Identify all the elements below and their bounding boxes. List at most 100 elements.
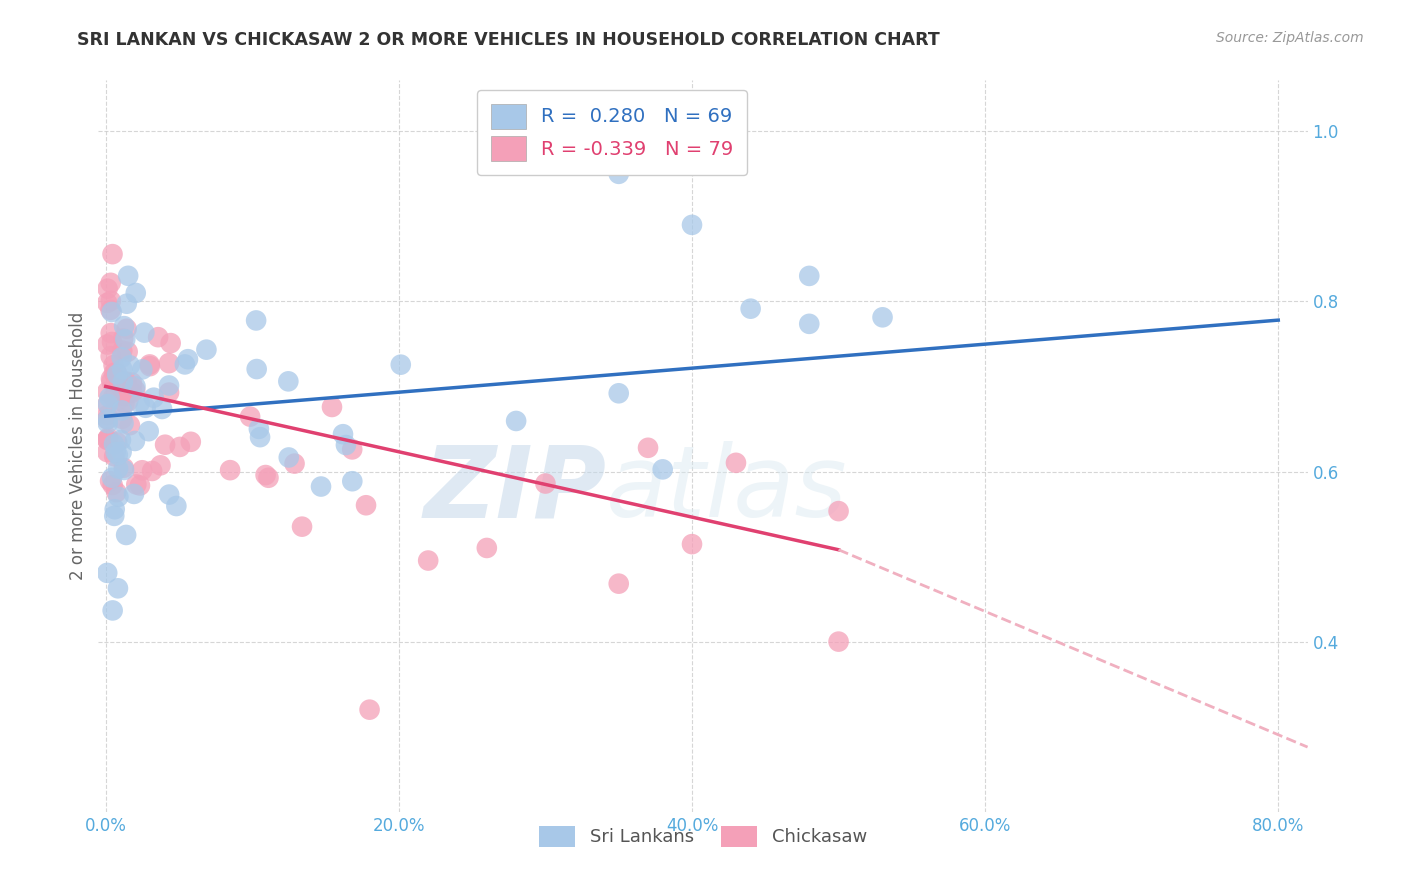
Point: [150, 402, 173, 417]
Point: [96, 409, 118, 423]
Point: [96, 412, 118, 426]
Point: [101, 603, 124, 617]
Point: [103, 390, 125, 404]
Point: [724, 456, 747, 470]
Point: [103, 366, 125, 380]
Point: [342, 442, 364, 457]
Point: [335, 438, 357, 452]
Point: [157, 356, 180, 370]
Point: [107, 392, 129, 407]
Point: [165, 499, 187, 513]
Text: Source: ZipAtlas.com: Source: ZipAtlas.com: [1216, 31, 1364, 45]
Point: [607, 386, 630, 401]
Point: [111, 351, 134, 365]
Point: [115, 297, 138, 311]
Text: SRI LANKAN VS CHICKASAW 2 OR MORE VEHICLES IN HOUSEHOLD CORRELATION CHART: SRI LANKAN VS CHICKASAW 2 OR MORE VEHICL…: [77, 31, 941, 49]
Point: [111, 403, 134, 417]
Point: [827, 634, 849, 648]
Point: [246, 362, 269, 376]
Point: [108, 378, 131, 392]
Point: [681, 537, 703, 551]
Point: [138, 424, 160, 438]
Point: [105, 435, 128, 450]
Point: [195, 343, 218, 357]
Point: [799, 317, 821, 331]
Point: [651, 462, 673, 476]
Point: [111, 412, 134, 426]
Legend: Sri Lankans, Chickasaw: Sri Lankans, Chickasaw: [531, 819, 875, 854]
Point: [96, 337, 118, 351]
Point: [129, 478, 152, 492]
Point: [101, 247, 124, 261]
Point: [277, 375, 299, 389]
Point: [239, 409, 262, 424]
Point: [139, 359, 162, 374]
Point: [112, 463, 135, 477]
Point: [128, 396, 150, 410]
Point: [247, 422, 270, 436]
Point: [96, 433, 118, 447]
Point: [124, 379, 146, 393]
Point: [112, 460, 135, 475]
Point: [135, 401, 157, 415]
Point: [111, 343, 134, 358]
Point: [97, 416, 120, 430]
Point: [122, 487, 145, 501]
Point: [142, 391, 165, 405]
Point: [827, 504, 849, 518]
Point: [389, 358, 412, 372]
Point: [740, 301, 762, 316]
Point: [105, 485, 128, 500]
Point: [101, 305, 124, 319]
Point: [97, 397, 120, 411]
Point: [107, 448, 129, 462]
Point: [96, 412, 118, 426]
Point: [117, 344, 139, 359]
Point: [146, 330, 169, 344]
Point: [799, 268, 821, 283]
Point: [96, 433, 118, 447]
Point: [131, 362, 153, 376]
Point: [105, 368, 128, 382]
Point: [105, 365, 128, 379]
Point: [359, 703, 381, 717]
Y-axis label: 2 or more Vehicles in Household: 2 or more Vehicles in Household: [69, 312, 87, 580]
Point: [637, 441, 659, 455]
Point: [115, 528, 138, 542]
Point: [100, 276, 122, 290]
Point: [115, 322, 138, 336]
Point: [114, 332, 136, 346]
Point: [96, 384, 118, 399]
Point: [100, 349, 122, 363]
Point: [121, 376, 143, 390]
Point: [254, 468, 277, 483]
Point: [98, 391, 121, 405]
Point: [159, 336, 181, 351]
Point: [283, 457, 305, 471]
Point: [97, 431, 120, 445]
Point: [100, 326, 122, 340]
Point: [309, 479, 332, 493]
Point: [103, 437, 125, 451]
Point: [607, 167, 630, 181]
Point: [245, 313, 267, 327]
Point: [111, 375, 134, 389]
Point: [121, 380, 143, 394]
Point: [534, 476, 557, 491]
Point: [157, 378, 180, 392]
Point: [111, 362, 134, 376]
Point: [101, 478, 124, 492]
Point: [138, 358, 160, 372]
Point: [104, 502, 127, 516]
Point: [332, 427, 354, 442]
Point: [112, 319, 135, 334]
Point: [257, 471, 280, 485]
Point: [117, 394, 139, 409]
Point: [114, 389, 136, 403]
Point: [291, 519, 314, 533]
Text: ZIP: ZIP: [423, 442, 606, 539]
Point: [342, 474, 364, 488]
Point: [103, 508, 125, 523]
Point: [115, 375, 138, 389]
Point: [96, 566, 118, 580]
